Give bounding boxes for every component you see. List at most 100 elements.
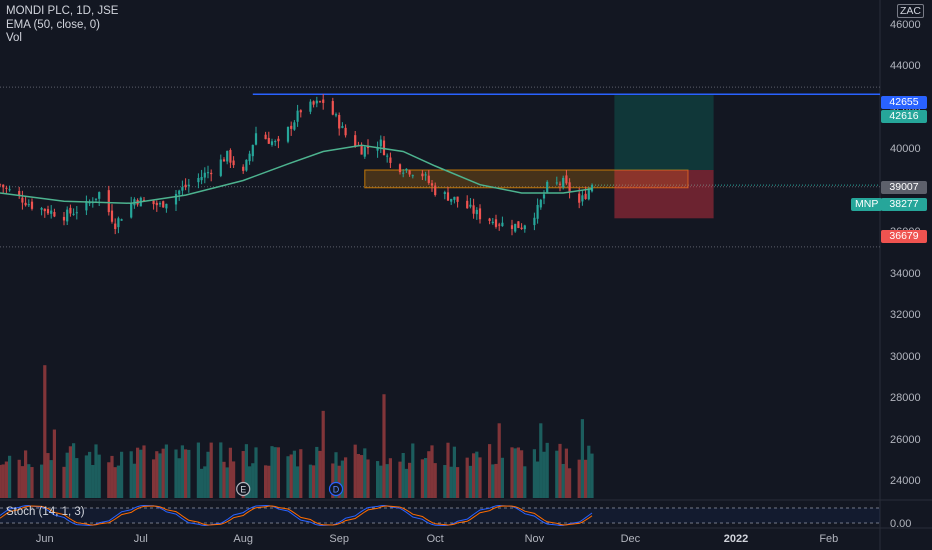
currency-badge[interactable]: ZAC: [897, 4, 924, 18]
volume-bars: [0, 365, 594, 498]
volume-bar: [200, 468, 204, 498]
price-tick-label: 34000: [890, 267, 921, 280]
volume-bar: [494, 463, 498, 498]
volume-bar: [8, 455, 12, 498]
event-marker-label: E: [240, 485, 246, 495]
legend-volume[interactable]: Vol: [6, 32, 22, 44]
legend-ema[interactable]: EMA (50, close, 0): [6, 18, 100, 31]
price-tick-label: 24000: [890, 475, 921, 488]
volume-bar: [497, 423, 501, 498]
candle-body: [360, 145, 363, 155]
candle-body: [245, 159, 248, 171]
last-price-tag: 38277: [881, 198, 927, 211]
candle-body: [299, 110, 302, 113]
volume-bar: [68, 446, 72, 498]
candle-body: [363, 147, 366, 157]
candle-body: [498, 224, 501, 226]
stoch-tick-label: 0.00: [890, 518, 912, 530]
stochastic-pane: [0, 504, 880, 527]
volume-bar: [523, 466, 527, 498]
candle-body: [341, 126, 344, 128]
volume-bar: [334, 452, 338, 498]
candle-body: [424, 174, 427, 176]
candle-body: [69, 207, 72, 214]
volume-bar: [337, 465, 341, 498]
volume-bar: [296, 466, 300, 498]
volume-bar: [520, 450, 524, 498]
volume-bar: [174, 449, 178, 498]
candle-body: [200, 176, 203, 181]
candle-body: [456, 196, 459, 202]
candle-body: [296, 110, 299, 122]
volume-bar: [427, 451, 431, 498]
candle-body: [587, 190, 590, 200]
candle-body: [434, 185, 437, 195]
candle-body: [117, 218, 120, 228]
candle-body: [18, 191, 21, 196]
candle-body: [379, 139, 382, 147]
candle-body: [366, 146, 370, 149]
volume-bar: [222, 461, 226, 498]
volume-bar: [398, 461, 402, 498]
candle-body: [542, 194, 546, 199]
volume-bar: [62, 466, 66, 498]
event-marker-e[interactable]: E: [236, 481, 251, 497]
volume-bar: [510, 447, 514, 498]
price-tick-label: 28000: [890, 392, 921, 405]
ema-line-path: [0, 144, 593, 205]
volume-bar: [248, 466, 252, 498]
volume-bar: [433, 463, 437, 498]
volume-bar: [161, 448, 165, 498]
volume-bar: [110, 455, 114, 498]
stochastic-legend[interactable]: Stoch (14, 1, 3): [6, 506, 85, 518]
volume-bar: [404, 468, 408, 498]
volume-bar: [209, 442, 213, 498]
volume-bar: [382, 394, 386, 498]
candle-body: [197, 177, 200, 183]
candle-body: [475, 209, 478, 215]
volume-bar: [580, 419, 584, 498]
candle-body: [50, 210, 53, 214]
volume-bar: [321, 410, 325, 498]
time-tick-label: Oct: [426, 533, 444, 545]
candle-body: [43, 208, 46, 212]
candle-body: [405, 168, 408, 171]
candle-body: [114, 223, 117, 230]
candle-body: [277, 138, 280, 142]
candle-body: [40, 208, 43, 210]
candle-body: [354, 135, 357, 147]
candle-body: [427, 175, 430, 183]
volume-bar: [40, 464, 44, 498]
candle-body: [242, 166, 245, 171]
volume-bar: [158, 453, 162, 498]
candle-body: [8, 189, 11, 191]
volume-bar: [584, 459, 588, 498]
volume-bar: [46, 453, 50, 498]
candle-body: [568, 182, 571, 193]
candle-body: [187, 184, 190, 187]
candle-body: [98, 192, 101, 199]
price-tick-label: 32000: [890, 309, 921, 322]
candle-body: [446, 192, 450, 201]
candle-body: [142, 199, 146, 201]
volume-bar: [363, 448, 367, 498]
event-marker-label: D: [333, 485, 340, 495]
legend-symbol[interactable]: MONDI PLC, 1D, JSE: [6, 5, 119, 17]
target-price-tag: 42616: [881, 110, 927, 123]
candle-body: [94, 198, 98, 200]
candle-body: [0, 184, 2, 186]
volume-bar: [84, 455, 88, 498]
volume-bar: [276, 447, 280, 498]
candle-body: [546, 181, 549, 193]
volume-bar: [318, 450, 322, 498]
volume-bar: [379, 465, 383, 498]
candle-body: [421, 173, 424, 177]
candle-body: [162, 201, 165, 208]
drawing-tools[interactable]: [364, 95, 714, 219]
volume-bar: [136, 447, 140, 498]
volume-bar: [385, 464, 389, 498]
event-marker-d[interactable]: D: [328, 481, 344, 497]
candle-body: [120, 219, 123, 221]
